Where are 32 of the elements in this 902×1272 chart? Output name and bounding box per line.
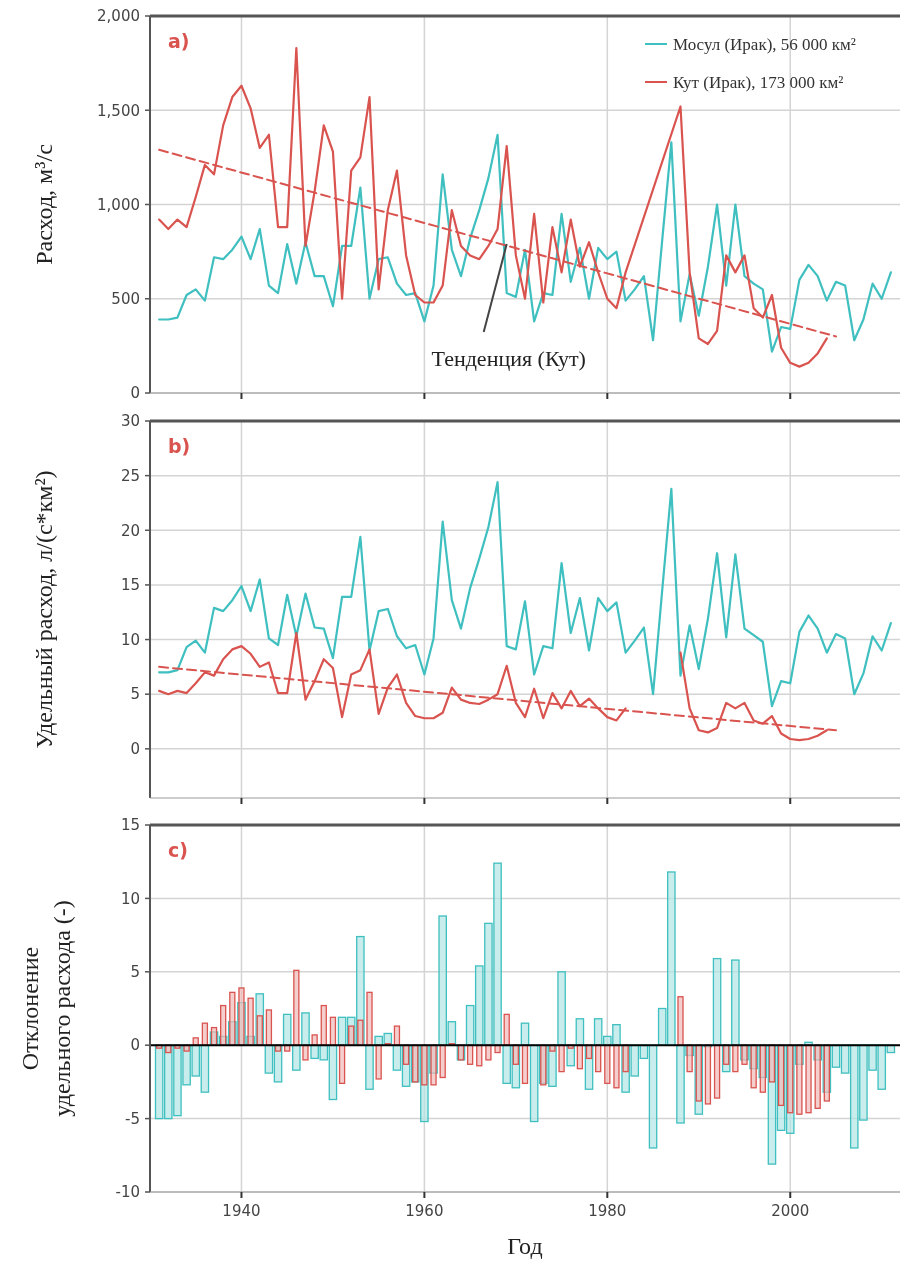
y-tick-label: 0 xyxy=(130,740,140,759)
y-tick-label: 1,000 xyxy=(97,195,140,214)
y-tick-label: 1,500 xyxy=(97,101,140,120)
y-axis-title: Отклонение удельного расхода (-) xyxy=(17,900,75,1117)
x-axis-title: Год xyxy=(507,1233,543,1259)
x-tick-label: 1980 xyxy=(588,1202,627,1220)
y-tick-label: 15 xyxy=(120,816,140,835)
text: a) xyxy=(168,30,190,52)
y-tick-label: 0 xyxy=(130,1036,140,1055)
y-tick-label: 10 xyxy=(120,889,140,908)
x-tick-label: 2000 xyxy=(771,1202,810,1220)
text: b) xyxy=(168,435,191,457)
y-tick-label: 500 xyxy=(111,290,140,308)
y-tick-label: 15 xyxy=(120,576,140,595)
y-tick-label: 25 xyxy=(120,466,140,485)
x-tick-label: 1960 xyxy=(405,1202,444,1220)
y-axis-title: Расход, м³/с xyxy=(31,144,57,265)
y-axis-title: Удельный расход, л/(с*км²) xyxy=(31,470,57,749)
y-tick-label: 5 xyxy=(130,963,140,982)
y-tick-label: 10 xyxy=(120,630,140,649)
y-tick-label: 5 xyxy=(130,685,140,704)
y-tick-label: 30 xyxy=(120,412,140,431)
y-tick-label: 2,000 xyxy=(97,7,140,26)
legend-label: Кут (Ирак), 173 000 км² xyxy=(673,73,844,92)
annotation: Тенденция (Кут) xyxy=(431,346,586,372)
text: c) xyxy=(168,839,188,861)
y-tick-label: -10 xyxy=(115,1183,140,1202)
y-tick-label: 0 xyxy=(130,384,140,403)
y-tick-label: -5 xyxy=(125,1109,140,1128)
x-tick-label: 1940 xyxy=(222,1202,261,1220)
legend-label: Мосул (Ирак), 56 000 км² xyxy=(673,35,856,54)
y-tick-label: 20 xyxy=(120,521,140,540)
